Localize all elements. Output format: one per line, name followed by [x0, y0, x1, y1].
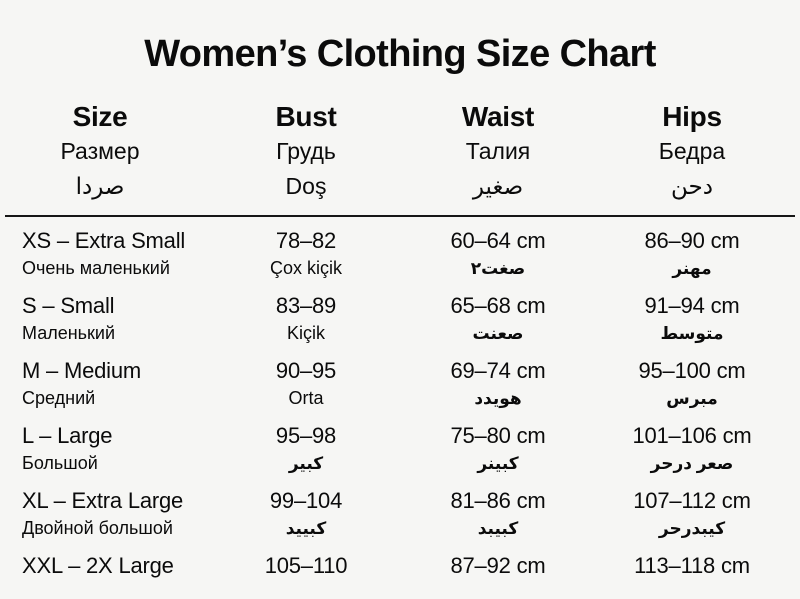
- size-label: XXL – 2X Large: [22, 553, 174, 578]
- cell-bust: 78–82 Çox kiçik: [200, 226, 412, 282]
- bust-translation: كبييد: [285, 519, 327, 538]
- table-body: XS – Extra Small Очень маленький 78–82 Ç…: [0, 221, 800, 584]
- cell-bust: 95–98 كبير: [200, 421, 412, 477]
- cell-hips: 101–106 cm صعر درحر: [584, 421, 800, 477]
- cell-size: XS – Extra Small Очень маленький: [0, 226, 200, 282]
- header-col-bust: Bust Грудь Doş: [200, 100, 412, 204]
- bust-value: 105–110: [264, 553, 348, 578]
- cell-bust: 83–89 Kiçik: [200, 291, 412, 347]
- size-label: L – Large: [22, 423, 113, 448]
- waist-value: 81–86 cm: [450, 488, 546, 513]
- hips-value: 95–100 cm: [638, 358, 746, 383]
- cell-waist: 81–86 cm كبيبد: [412, 486, 584, 542]
- hips-value: 101–106 cm: [632, 423, 752, 448]
- header-bust-third: Doş: [285, 173, 327, 199]
- table-row-xxl: XXL – 2X Large 105–110 87–92 cm 113–118 …: [0, 546, 800, 584]
- size-label: S – Small: [22, 293, 115, 318]
- size-label: XL – Extra Large: [22, 488, 184, 513]
- bust-translation: Kiçik: [286, 323, 325, 343]
- bust-value: 90–95: [275, 358, 337, 383]
- table-row-s: S – Small Маленький 83–89 Kiçik 65–68 cm…: [0, 286, 800, 351]
- bust-translation: كبير: [288, 454, 324, 473]
- cell-size: XL – Extra Large Двойной большой: [0, 486, 200, 542]
- header-waist-en: Waist: [461, 101, 535, 132]
- waist-value: 87–92 cm: [450, 553, 546, 578]
- header-hips-third: دحن: [671, 173, 713, 199]
- header-bust-ru: Грудь: [276, 138, 336, 164]
- bust-value: 95–98: [275, 423, 337, 448]
- header-divider: [5, 215, 795, 217]
- size-translation: Большой: [22, 453, 98, 473]
- waist-translation: صغت٢: [470, 259, 526, 278]
- waist-translation: كبينر: [477, 454, 519, 473]
- header-size-en: Size: [72, 101, 128, 132]
- cell-hips: 86–90 cm مهنر: [584, 226, 800, 282]
- bust-value: 99–104: [269, 488, 343, 513]
- header-col-size: Size Размер صردا: [0, 100, 200, 204]
- waist-translation: كبيبد: [477, 519, 519, 538]
- cell-waist: 75–80 cm كبينر: [412, 421, 584, 477]
- cell-size: M – Medium Средний: [0, 356, 200, 412]
- cell-hips: 107–112 cm كيبدرحر: [584, 486, 800, 542]
- size-translation: Маленький: [22, 323, 116, 343]
- size-label: M – Medium: [22, 358, 142, 383]
- header-col-waist: Waist Талия صغير: [412, 100, 584, 204]
- cell-hips: 113–118 cm: [584, 551, 800, 580]
- hips-translation: متوسط: [660, 324, 724, 343]
- table-row-xl: XL – Extra Large Двойной большой 99–104 …: [0, 481, 800, 546]
- hips-value: 86–90 cm: [644, 228, 740, 253]
- cell-waist: 60–64 cm صغت٢: [412, 226, 584, 282]
- bust-translation: Çox kiçik: [269, 258, 342, 278]
- table-row-l: L – Large Большой 95–98 كبير 75–80 cm كب…: [0, 416, 800, 481]
- size-translation: Средний: [22, 388, 96, 408]
- cell-waist: 65–68 cm صعنت: [412, 291, 584, 347]
- header-waist-third: صغير: [472, 173, 524, 199]
- bust-value: 78–82: [275, 228, 337, 253]
- header-size-third: صردا: [75, 173, 125, 199]
- hips-translation: مهنر: [672, 259, 712, 278]
- cell-bust: 90–95 Orta: [200, 356, 412, 412]
- hips-value: 113–118 cm: [634, 553, 750, 578]
- cell-size: XXL – 2X Large: [0, 551, 200, 580]
- table-header-row: Size Размер صردا Bust Грудь Doş Waist Та…: [0, 100, 800, 204]
- waist-value: 69–74 cm: [450, 358, 546, 383]
- waist-value: 65–68 cm: [450, 293, 546, 318]
- bust-value: 83–89: [275, 293, 337, 318]
- waist-translation: هويدد: [474, 389, 522, 408]
- header-hips-en: Hips: [662, 101, 722, 132]
- waist-value: 60–64 cm: [450, 228, 546, 253]
- header-col-hips: Hips Бедра دحن: [584, 100, 800, 204]
- hips-value: 107–112 cm: [633, 488, 751, 513]
- cell-bust: 105–110: [200, 551, 412, 580]
- size-translation: Двойной большой: [22, 518, 173, 538]
- page-title: Women’s Clothing Size Chart: [144, 33, 656, 75]
- header-hips-ru: Бедра: [658, 138, 726, 164]
- cell-size: L – Large Большой: [0, 421, 200, 477]
- table-row-xs: XS – Extra Small Очень маленький 78–82 Ç…: [0, 221, 800, 286]
- hips-translation: كيبدرحر: [658, 519, 726, 538]
- bust-translation: Orta: [288, 388, 324, 408]
- size-translation: Очень маленький: [22, 258, 170, 278]
- cell-waist: 87–92 cm: [412, 551, 584, 580]
- waist-translation: صعنت: [472, 324, 524, 343]
- hips-translation: صعر درحر: [650, 454, 734, 473]
- waist-value: 75–80 cm: [450, 423, 546, 448]
- header-bust-en: Bust: [275, 101, 337, 132]
- cell-size: S – Small Маленький: [0, 291, 200, 347]
- hips-translation: مبرس: [666, 389, 718, 408]
- hips-value: 91–94 cm: [644, 293, 740, 318]
- cell-hips: 95–100 cm مبرس: [584, 356, 800, 412]
- cell-bust: 99–104 كبييد: [200, 486, 412, 542]
- size-label: XS – Extra Small: [22, 228, 186, 253]
- header-waist-ru: Талия: [465, 138, 531, 164]
- cell-waist: 69–74 cm هويدد: [412, 356, 584, 412]
- cell-hips: 91–94 cm متوسط: [584, 291, 800, 347]
- table-row-m: M – Medium Средний 90–95 Orta 69–74 cm ه…: [0, 351, 800, 416]
- header-size-ru: Размер: [60, 138, 140, 164]
